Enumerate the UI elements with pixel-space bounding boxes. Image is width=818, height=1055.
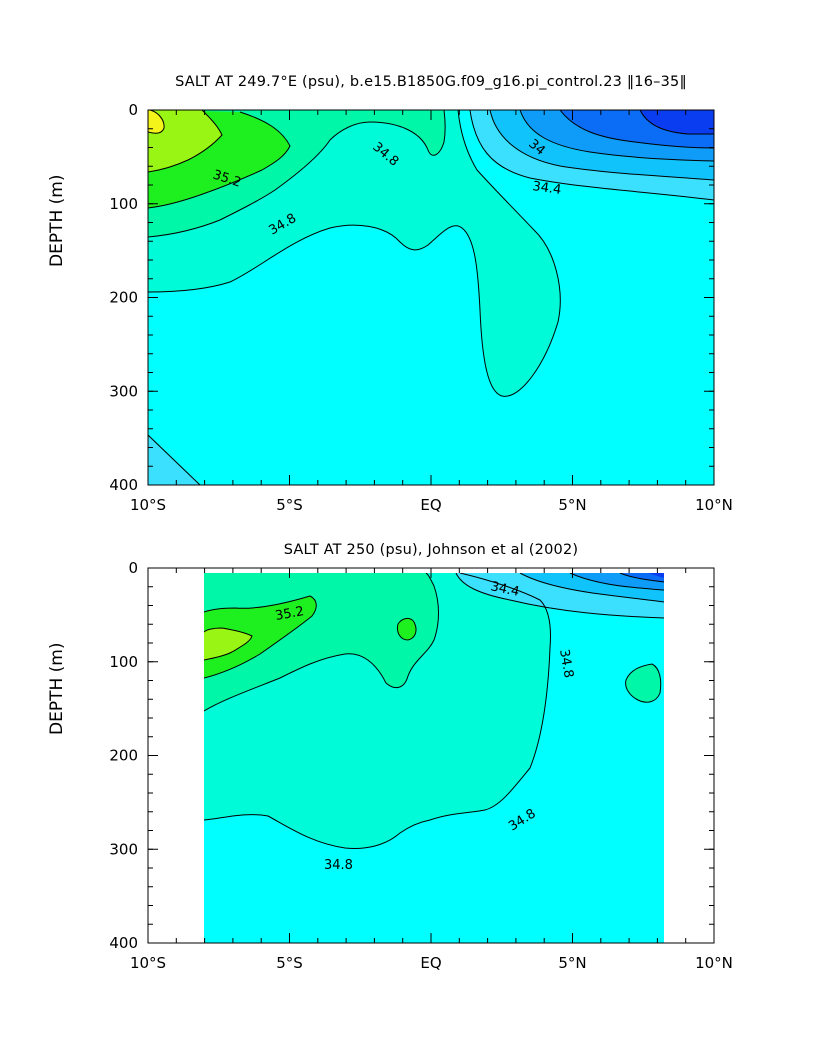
contour-plot-model: 35.2 34.8 34.8 34 34.4 10°S 5°S EQ 5°N 10°N0… (109, 101, 733, 514)
region-blue (620, 573, 664, 582)
y-tick-label: 200 (109, 289, 138, 307)
x-tick-label: EQ (420, 496, 441, 514)
contour-label: 35.2 (274, 604, 305, 624)
x-tick-label: 5°N (558, 496, 586, 514)
contour-label: 34.8 (324, 858, 353, 873)
y-tick-label: 100 (109, 653, 138, 671)
y-tick-label: 0 (128, 101, 138, 119)
chart-title: SALT AT 249.7°E (psu), b.e15.B1850G.f09_… (175, 74, 687, 90)
y-tick-label: 100 (109, 195, 138, 213)
x-tick-label: 10°N (695, 954, 733, 972)
region-yellow (148, 110, 165, 134)
x-tick-label: EQ (420, 954, 441, 972)
y-tick-label: 400 (109, 934, 138, 952)
panel-model: SALT AT 249.7°E (psu), b.e15.B1850G.f09_… (0, 60, 818, 530)
x-tick-label: 10°S (130, 496, 166, 514)
region-lime (204, 628, 252, 660)
panel-observed: SALT AT 250 (psu), Johnson et al (2002) … (0, 528, 818, 998)
x-tick-label: 5°S (276, 496, 303, 514)
region-deepblue (640, 110, 714, 134)
chart-title: SALT AT 250 (psu), Johnson et al (2002) (283, 542, 579, 558)
contour-plot-observed: 35.2 34.4 34.8 34.8 34.8 10°S 5°S EQ 5°N 10°… (109, 559, 733, 972)
region-lime (148, 110, 222, 172)
y-tick-label: 200 (109, 747, 138, 765)
y-tick-label: 300 (109, 382, 138, 400)
x-tick-label: 10°S (130, 954, 166, 972)
region-green (204, 596, 317, 678)
x-tick-label: 10°N (695, 496, 733, 514)
axis-ticks: 10°S 5°S EQ 5°N 10°N 0 100 200 300 400 (109, 101, 733, 514)
contour-label: 34.8 (556, 648, 576, 679)
region-seagreen-right (625, 664, 661, 703)
axis-ticks: 10°S 5°S EQ 5°N 10°N 0 100 200 300 400 (109, 559, 733, 972)
region-green-small (397, 618, 416, 640)
y-tick-label: 400 (109, 476, 138, 494)
contour-label: 34.4 (531, 179, 562, 198)
x-tick-label: 5°S (276, 954, 303, 972)
y-tick-label: 0 (128, 559, 138, 577)
x-tick-label: 5°N (558, 954, 586, 972)
y-tick-label: 300 (109, 840, 138, 858)
contour-label: 34.4 (489, 579, 520, 600)
region-deepblue (648, 573, 664, 578)
